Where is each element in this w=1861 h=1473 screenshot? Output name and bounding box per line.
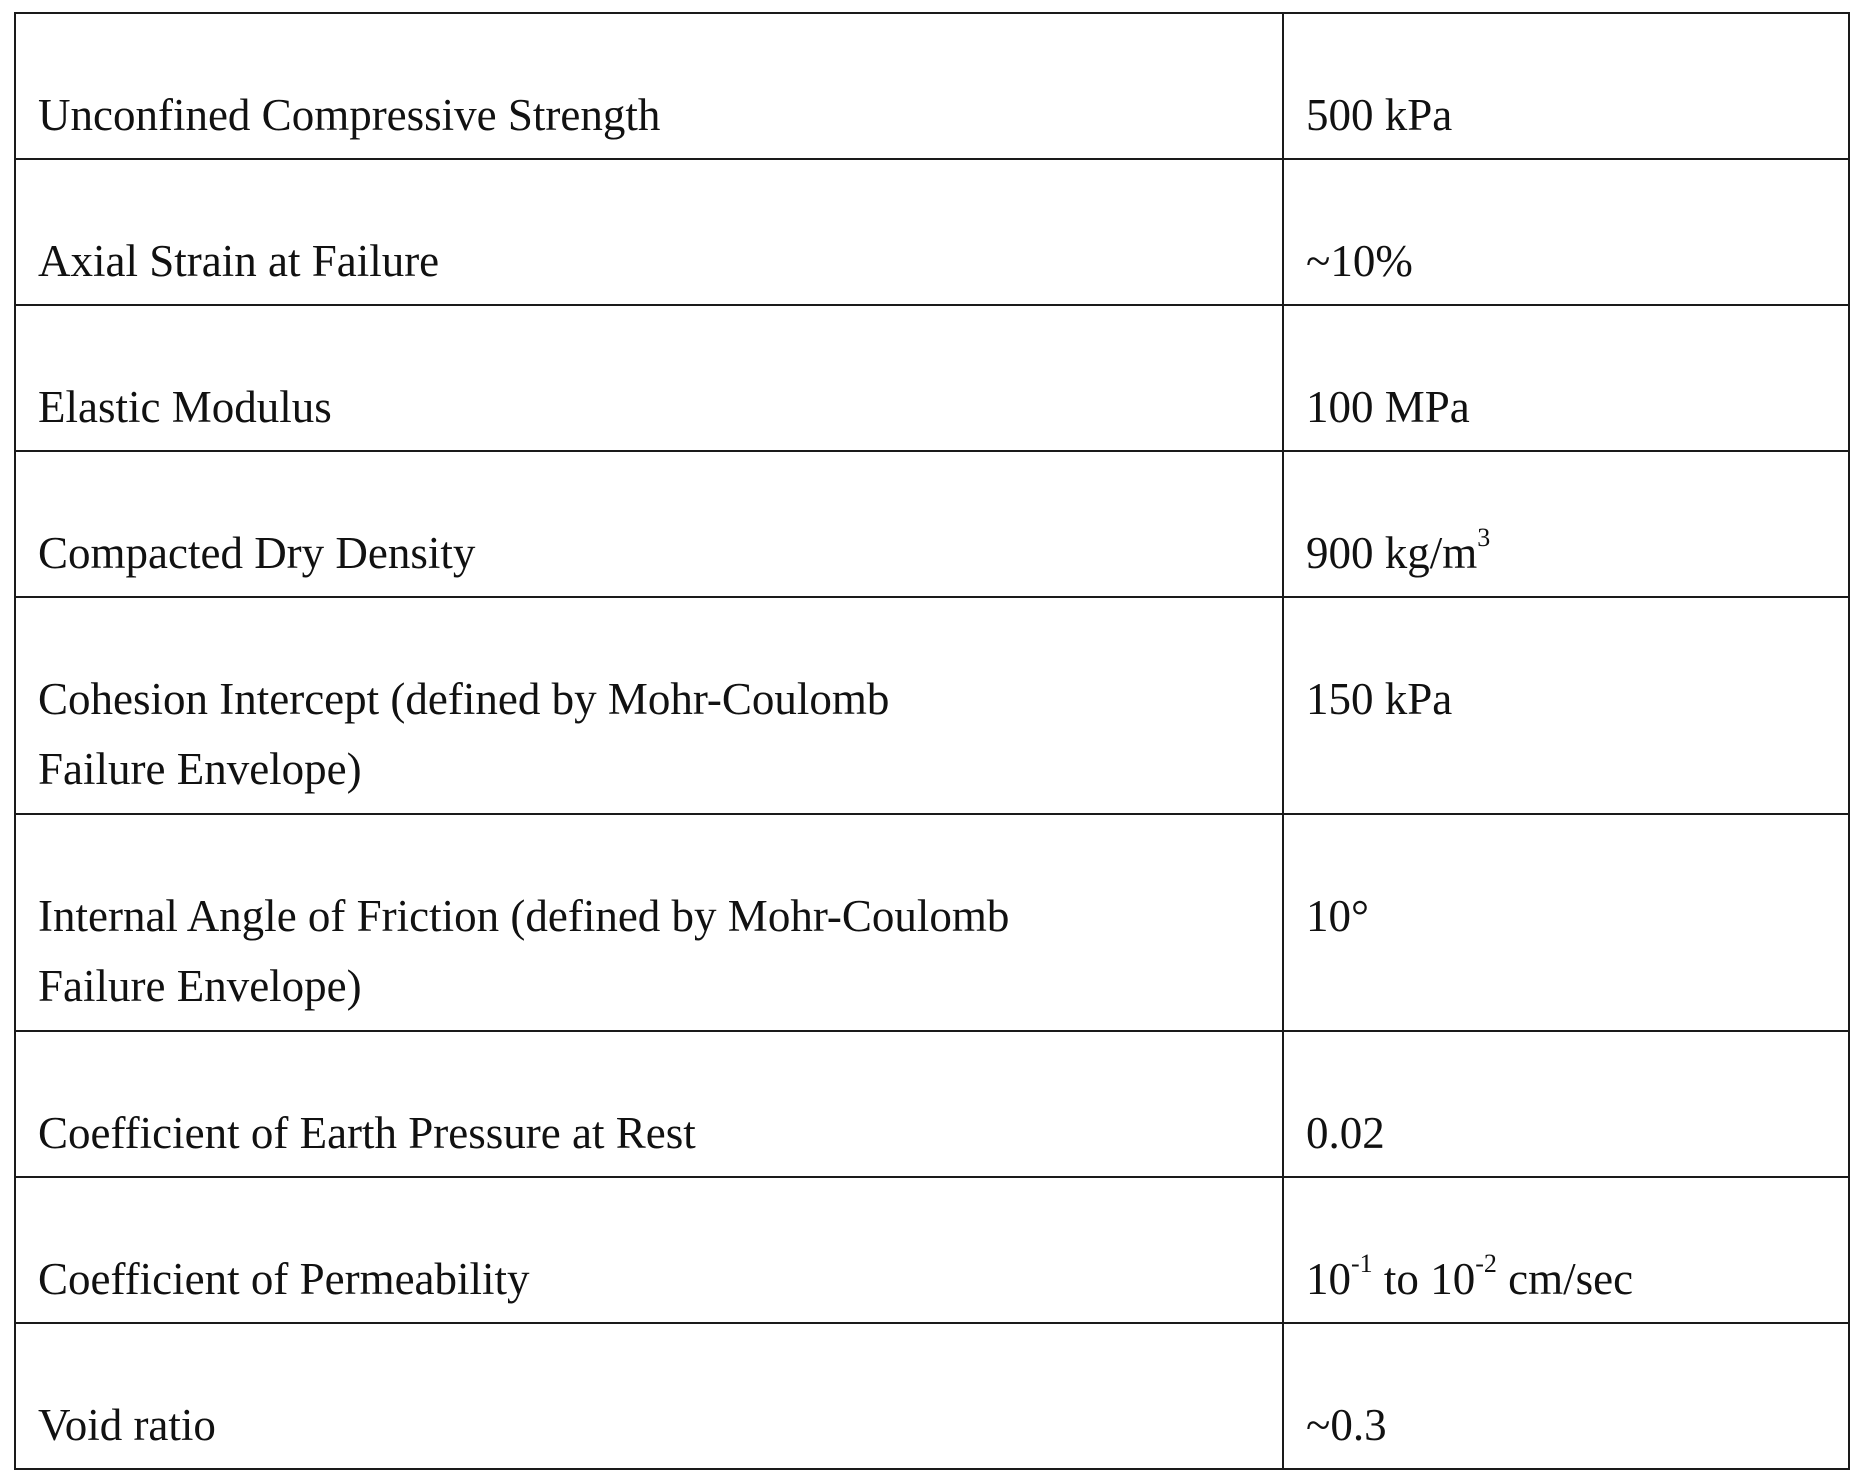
table-row: Void ratio ~0.3 <box>14 1322 1850 1470</box>
property-name: Void ratio <box>14 1322 1284 1470</box>
property-name-line: Cohesion Intercept (defined by Mohr-Coul… <box>38 674 890 724</box>
property-name: Coefficient of Earth Pressure at Rest <box>14 1030 1284 1178</box>
property-value: 100 MPa <box>1282 304 1850 452</box>
property-name-line: Internal Angle of Friction (defined by M… <box>38 891 1010 941</box>
property-name: Internal Angle of Friction (defined by M… <box>14 813 1284 1032</box>
property-value: 0.02 <box>1282 1030 1850 1178</box>
property-name: Coefficient of Permeability <box>14 1176 1284 1324</box>
property-name: Cohesion Intercept (defined by Mohr-Coul… <box>14 596 1284 815</box>
table-row: Elastic Modulus 100 MPa <box>14 304 1850 452</box>
value-base: 10 <box>1430 1254 1476 1304</box>
table-row: Coefficient of Earth Pressure at Rest 0.… <box>14 1030 1850 1178</box>
value-text: 900 kg/m <box>1306 528 1478 578</box>
property-name-line: Failure Envelope) <box>38 744 362 794</box>
table-row: Unconfined Compressive Strength 500 kPa <box>14 12 1850 160</box>
value-base: 10 <box>1306 1254 1351 1304</box>
property-value: 900 kg/m3 <box>1282 450 1850 598</box>
property-name: Unconfined Compressive Strength <box>14 12 1284 160</box>
table-row: Coefficient of Permeability 10-1 to 10-2… <box>14 1176 1850 1324</box>
table-row: Internal Angle of Friction (defined by M… <box>14 813 1850 1032</box>
table-row: Axial Strain at Failure ~10% <box>14 158 1850 306</box>
properties-table: Unconfined Compressive Strength 500 kPa … <box>14 12 1850 1470</box>
property-name: Elastic Modulus <box>14 304 1284 452</box>
property-value: 500 kPa <box>1282 12 1850 160</box>
property-value: 150 kPa <box>1282 596 1850 815</box>
value-exponent: -2 <box>1475 1249 1497 1278</box>
property-name-line: Failure Envelope) <box>38 961 362 1011</box>
value-exponent: -1 <box>1351 1249 1373 1278</box>
property-name: Axial Strain at Failure <box>14 158 1284 306</box>
property-value: 10-1 to 10-2 cm/sec <box>1282 1176 1850 1324</box>
property-name: Compacted Dry Density <box>14 450 1284 598</box>
property-value: 10° <box>1282 813 1850 1032</box>
table-row: Cohesion Intercept (defined by Mohr-Coul… <box>14 596 1850 815</box>
value-connector: to <box>1372 1254 1431 1304</box>
property-value: ~10% <box>1282 158 1850 306</box>
value-unit: cm/sec <box>1496 1254 1634 1304</box>
table-row: Compacted Dry Density 900 kg/m3 <box>14 450 1850 598</box>
value-superscript: 3 <box>1477 523 1491 552</box>
property-value: ~0.3 <box>1282 1322 1850 1470</box>
